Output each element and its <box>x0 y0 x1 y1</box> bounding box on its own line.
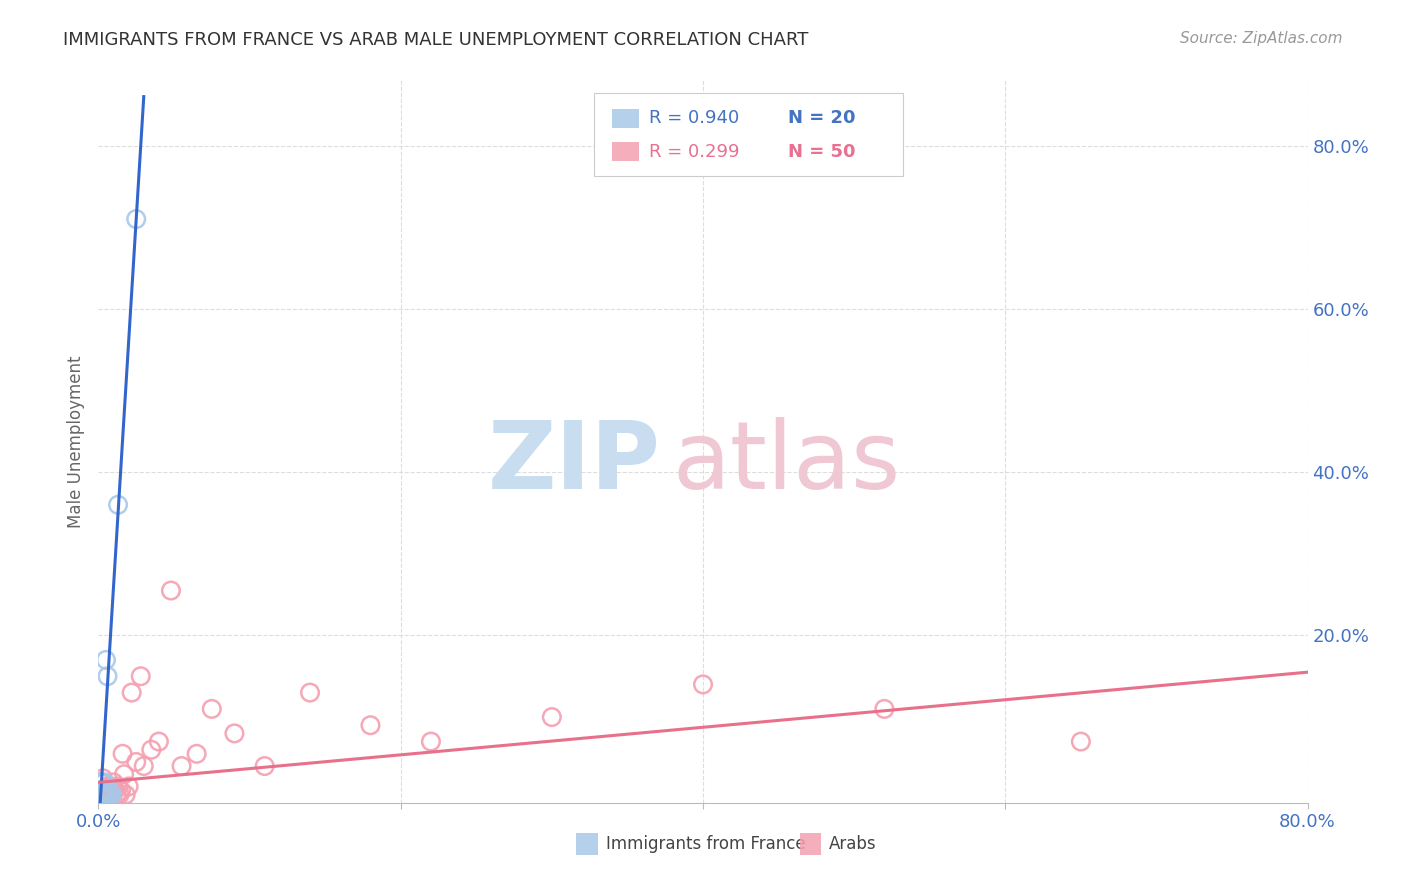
Point <box>170 759 193 773</box>
Y-axis label: Male Unemployment: Male Unemployment <box>66 355 84 528</box>
Point <box>132 759 155 773</box>
Point <box>141 743 163 757</box>
Point <box>89 775 111 789</box>
Point <box>89 788 111 802</box>
Point <box>125 755 148 769</box>
Point <box>420 734 443 748</box>
Point <box>108 788 131 802</box>
Point <box>93 775 115 789</box>
Point <box>90 788 112 802</box>
Point <box>118 780 141 794</box>
Point <box>96 788 118 802</box>
Point <box>186 747 208 761</box>
Point <box>91 788 114 802</box>
Text: Immigrants from France: Immigrants from France <box>606 835 806 853</box>
Point <box>93 788 115 802</box>
Point <box>91 772 114 786</box>
Text: N = 20: N = 20 <box>787 109 855 127</box>
Point <box>94 783 117 797</box>
Point <box>91 775 114 789</box>
Point <box>98 783 121 797</box>
Point <box>90 783 112 797</box>
Point <box>94 788 117 802</box>
Text: R = 0.299: R = 0.299 <box>648 143 740 161</box>
Point <box>94 788 117 802</box>
Point <box>89 788 111 802</box>
Point <box>98 783 121 797</box>
Bar <box>613 109 638 128</box>
Point <box>107 780 129 794</box>
Point <box>94 653 117 667</box>
Point <box>103 775 125 789</box>
Point <box>101 788 124 802</box>
Point <box>224 726 246 740</box>
Point <box>96 788 118 802</box>
Point <box>873 702 896 716</box>
Point <box>90 783 112 797</box>
Text: R = 0.940: R = 0.940 <box>648 109 738 127</box>
Point <box>125 212 148 227</box>
Point <box>90 788 112 802</box>
Point <box>100 788 122 802</box>
Point <box>103 783 125 797</box>
Point <box>98 788 121 802</box>
Text: IMMIGRANTS FROM FRANCE VS ARAB MALE UNEMPLOYMENT CORRELATION CHART: IMMIGRANTS FROM FRANCE VS ARAB MALE UNEM… <box>63 31 808 49</box>
Point <box>96 669 118 683</box>
Bar <box>800 833 821 855</box>
Point <box>121 685 143 699</box>
Point <box>89 783 111 797</box>
Point <box>101 788 124 802</box>
Point <box>90 775 112 789</box>
Point <box>91 783 114 797</box>
Point <box>100 788 122 802</box>
Point <box>110 783 132 797</box>
Point <box>129 669 152 683</box>
Point <box>148 734 170 748</box>
Point <box>253 759 276 773</box>
Point <box>112 767 135 781</box>
Text: ZIP: ZIP <box>488 417 661 509</box>
Point <box>89 783 111 797</box>
Point <box>104 783 127 797</box>
Point <box>90 775 112 789</box>
Point <box>692 677 714 691</box>
Text: N = 50: N = 50 <box>787 143 855 161</box>
Bar <box>613 143 638 161</box>
Point <box>105 788 128 802</box>
Point <box>100 780 122 794</box>
Point <box>93 783 115 797</box>
Point <box>111 747 134 761</box>
Bar <box>576 833 598 855</box>
Point <box>540 710 562 724</box>
Point <box>1070 734 1092 748</box>
Point <box>93 788 115 802</box>
Point <box>160 583 183 598</box>
Point <box>91 788 114 802</box>
Text: Arabs: Arabs <box>828 835 876 853</box>
Point <box>360 718 382 732</box>
Point <box>91 783 114 797</box>
Point <box>93 783 115 797</box>
FancyBboxPatch shape <box>595 94 903 177</box>
Text: atlas: atlas <box>672 417 901 509</box>
Point <box>201 702 224 716</box>
Point <box>114 788 136 802</box>
Text: Source: ZipAtlas.com: Source: ZipAtlas.com <box>1180 31 1343 46</box>
Point <box>299 685 322 699</box>
Point <box>107 498 129 512</box>
Point <box>96 780 118 794</box>
